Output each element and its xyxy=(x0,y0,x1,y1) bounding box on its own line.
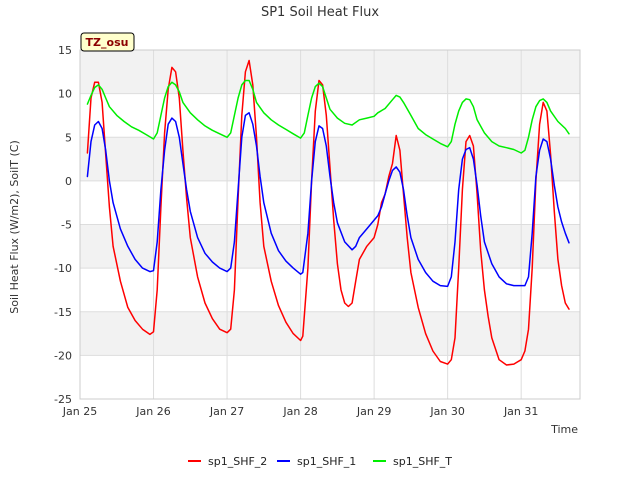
x-tick-label: Jan 28 xyxy=(282,405,317,418)
legend-label: sp1_SHF_2 xyxy=(208,455,267,468)
background-band xyxy=(80,268,580,312)
background-band xyxy=(80,50,580,94)
series-layer xyxy=(86,59,570,366)
y-tick-label: -10 xyxy=(54,262,72,275)
y-tick-label: 15 xyxy=(58,44,72,57)
timezone-badge: TZ_osu xyxy=(80,32,135,52)
background-band xyxy=(80,93,580,138)
x-tick-label: Jan 26 xyxy=(135,405,170,418)
x-axis-title: Time xyxy=(550,423,578,436)
legend-label: sp1_SHF_1 xyxy=(297,455,356,468)
series-line-sp1-shf-2 xyxy=(86,59,570,366)
y-tick-label: -5 xyxy=(61,219,72,232)
background-band xyxy=(80,311,580,356)
y-tick-label: 10 xyxy=(58,88,72,101)
x-tick-label: Jan 27 xyxy=(209,405,244,418)
timezone-badge-text: TZ_osu xyxy=(86,36,129,49)
y-axis-title: Soil Heat Flux (W/m2), SoilT (C) xyxy=(8,140,21,313)
series-line-sp1-shf-1 xyxy=(86,112,570,288)
y-tick-label: 5 xyxy=(65,131,72,144)
series-line-sp1-shf-t xyxy=(86,79,570,154)
plot-background-bands xyxy=(80,50,580,399)
y-tick-label: -25 xyxy=(54,393,72,406)
legend: sp1_SHF_2 sp1_SHF_1 sp1_SHF_T xyxy=(188,455,452,468)
x-tick-label: Jan 29 xyxy=(356,405,391,418)
x-tick-label: Jan 30 xyxy=(429,405,464,418)
y-tick-label: -15 xyxy=(54,306,72,319)
background-band xyxy=(80,180,580,225)
x-tick-label: Jan 25 xyxy=(62,405,97,418)
chart-title: SP1 Soil Heat Flux xyxy=(261,5,379,20)
background-band xyxy=(80,355,580,399)
y-tick-label: -20 xyxy=(54,349,72,362)
background-band xyxy=(80,224,580,269)
y-tick-label: 0 xyxy=(65,175,72,188)
x-tick-labels: Jan 25 Jan 26 Jan 27 Jan 28 Jan 29 Jan 30 Jan … xyxy=(62,405,539,418)
x-tick-label: Jan 31 xyxy=(503,405,538,418)
plot-frame xyxy=(79,49,581,400)
legend-label: sp1_SHF_T xyxy=(393,455,452,468)
y-tick-labels: -25 -20 -15 -10 -5 0 5 10 15 xyxy=(54,44,72,406)
